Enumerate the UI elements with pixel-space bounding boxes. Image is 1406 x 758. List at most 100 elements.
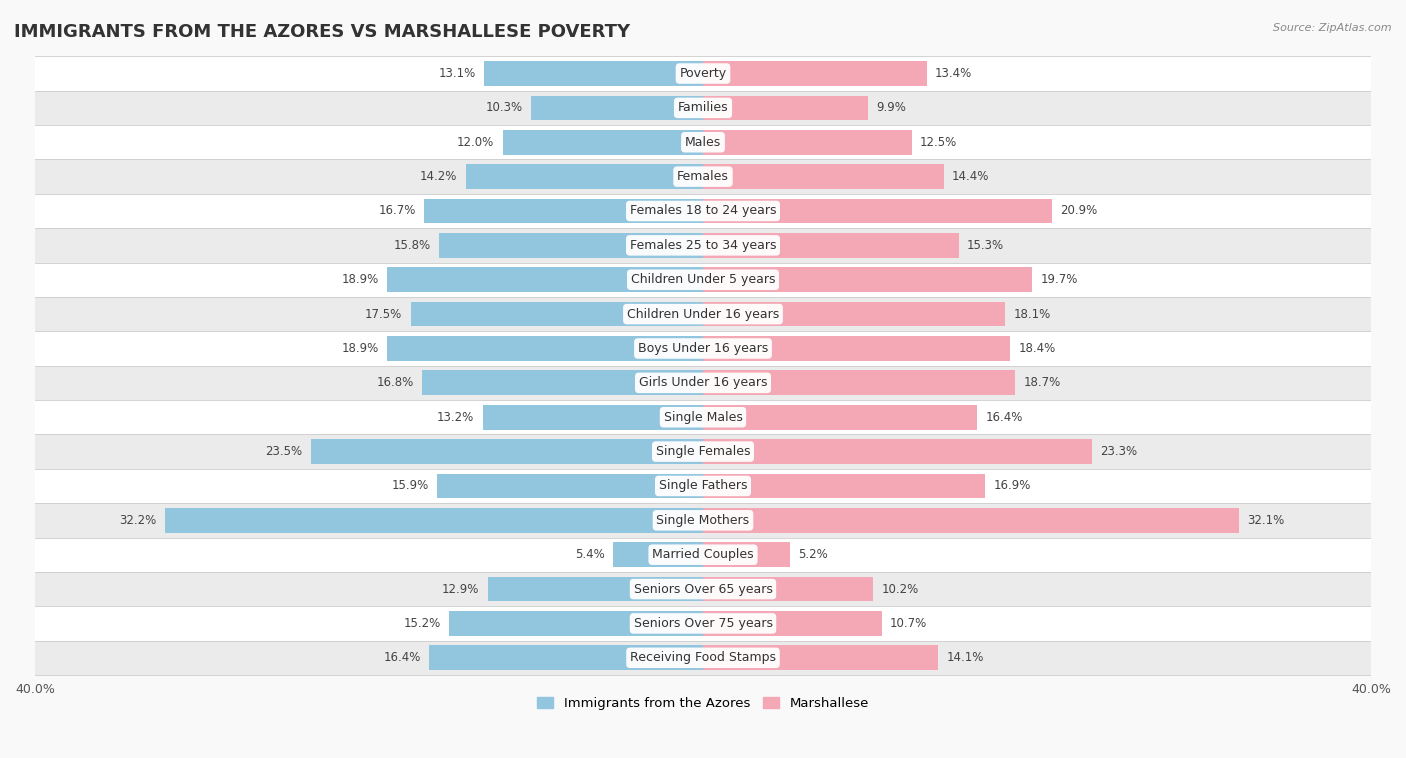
Bar xyxy=(613,542,703,567)
Bar xyxy=(502,130,703,155)
Bar xyxy=(35,159,1371,194)
Text: 18.7%: 18.7% xyxy=(1024,376,1062,390)
Text: Families: Families xyxy=(678,102,728,114)
Text: 5.2%: 5.2% xyxy=(799,548,828,561)
Bar xyxy=(35,125,1371,159)
Text: 10.3%: 10.3% xyxy=(485,102,523,114)
Bar xyxy=(488,577,703,601)
Text: Single Males: Single Males xyxy=(664,411,742,424)
Text: Single Mothers: Single Mothers xyxy=(657,514,749,527)
Bar xyxy=(35,365,1371,400)
Bar xyxy=(35,434,1371,468)
Bar xyxy=(35,56,1371,91)
Bar xyxy=(703,645,938,670)
Text: Children Under 5 years: Children Under 5 years xyxy=(631,273,775,287)
Bar xyxy=(703,130,911,155)
Bar xyxy=(35,468,1371,503)
Bar xyxy=(387,268,703,292)
Text: Seniors Over 65 years: Seniors Over 65 years xyxy=(634,583,772,596)
Text: 18.1%: 18.1% xyxy=(1014,308,1050,321)
Text: 18.9%: 18.9% xyxy=(342,273,380,287)
Bar xyxy=(35,641,1371,675)
Text: Girls Under 16 years: Girls Under 16 years xyxy=(638,376,768,390)
Text: 15.3%: 15.3% xyxy=(967,239,1004,252)
Text: Females 18 to 24 years: Females 18 to 24 years xyxy=(630,205,776,218)
Bar xyxy=(35,537,1371,572)
Text: 13.4%: 13.4% xyxy=(935,67,973,80)
Bar xyxy=(531,96,703,121)
Text: 20.9%: 20.9% xyxy=(1060,205,1098,218)
Text: 17.5%: 17.5% xyxy=(366,308,402,321)
Bar xyxy=(703,611,882,636)
Text: 23.5%: 23.5% xyxy=(266,445,302,458)
Bar xyxy=(166,508,703,533)
Bar xyxy=(429,645,703,670)
Bar xyxy=(387,336,703,361)
Text: 16.4%: 16.4% xyxy=(986,411,1022,424)
Bar xyxy=(703,577,873,601)
Bar xyxy=(703,302,1005,327)
Bar xyxy=(703,439,1092,464)
Text: 12.5%: 12.5% xyxy=(920,136,957,149)
Text: 12.9%: 12.9% xyxy=(441,583,479,596)
Text: Married Couples: Married Couples xyxy=(652,548,754,561)
Text: 16.9%: 16.9% xyxy=(994,480,1031,493)
Text: 23.3%: 23.3% xyxy=(1101,445,1137,458)
Text: 5.4%: 5.4% xyxy=(575,548,605,561)
Text: 16.7%: 16.7% xyxy=(378,205,416,218)
Bar xyxy=(35,572,1371,606)
Bar xyxy=(703,405,977,430)
Bar xyxy=(35,297,1371,331)
Text: 12.0%: 12.0% xyxy=(457,136,495,149)
Text: Females 25 to 34 years: Females 25 to 34 years xyxy=(630,239,776,252)
Text: 13.2%: 13.2% xyxy=(437,411,474,424)
Text: Source: ZipAtlas.com: Source: ZipAtlas.com xyxy=(1274,23,1392,33)
Text: 10.2%: 10.2% xyxy=(882,583,920,596)
Bar xyxy=(703,164,943,189)
Text: 19.7%: 19.7% xyxy=(1040,273,1078,287)
Text: 15.9%: 15.9% xyxy=(392,480,429,493)
Text: IMMIGRANTS FROM THE AZORES VS MARSHALLESE POVERTY: IMMIGRANTS FROM THE AZORES VS MARSHALLES… xyxy=(14,23,630,41)
Bar xyxy=(425,199,703,224)
Text: Single Fathers: Single Fathers xyxy=(659,480,747,493)
Text: 32.1%: 32.1% xyxy=(1247,514,1285,527)
Text: 14.1%: 14.1% xyxy=(946,651,984,664)
Text: 16.4%: 16.4% xyxy=(384,651,420,664)
Bar xyxy=(35,194,1371,228)
Bar xyxy=(35,228,1371,262)
Text: 14.2%: 14.2% xyxy=(420,170,457,183)
Text: Poverty: Poverty xyxy=(679,67,727,80)
Bar xyxy=(703,508,1239,533)
Text: Males: Males xyxy=(685,136,721,149)
Text: 13.1%: 13.1% xyxy=(439,67,475,80)
Bar xyxy=(484,61,703,86)
Bar xyxy=(703,199,1052,224)
Bar xyxy=(703,268,1032,292)
Text: 14.4%: 14.4% xyxy=(952,170,990,183)
Text: 32.2%: 32.2% xyxy=(120,514,157,527)
Bar xyxy=(703,371,1015,395)
Bar xyxy=(35,606,1371,641)
Bar xyxy=(703,233,959,258)
Text: 18.9%: 18.9% xyxy=(342,342,380,355)
Text: 9.9%: 9.9% xyxy=(877,102,907,114)
Text: Children Under 16 years: Children Under 16 years xyxy=(627,308,779,321)
Bar xyxy=(703,542,790,567)
Text: Receiving Food Stamps: Receiving Food Stamps xyxy=(630,651,776,664)
Bar xyxy=(35,503,1371,537)
Legend: Immigrants from the Azores, Marshallese: Immigrants from the Azores, Marshallese xyxy=(531,692,875,716)
Text: 16.8%: 16.8% xyxy=(377,376,413,390)
Text: Females: Females xyxy=(678,170,728,183)
Bar xyxy=(422,371,703,395)
Bar xyxy=(411,302,703,327)
Bar xyxy=(482,405,703,430)
Bar xyxy=(703,474,986,498)
Text: 18.4%: 18.4% xyxy=(1019,342,1056,355)
Bar xyxy=(35,262,1371,297)
Bar xyxy=(35,91,1371,125)
Bar xyxy=(703,336,1011,361)
Text: 15.8%: 15.8% xyxy=(394,239,430,252)
Bar xyxy=(439,233,703,258)
Text: Boys Under 16 years: Boys Under 16 years xyxy=(638,342,768,355)
Bar xyxy=(311,439,703,464)
